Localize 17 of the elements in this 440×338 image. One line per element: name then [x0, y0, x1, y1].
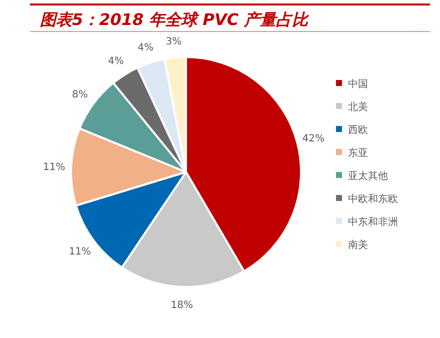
legend-label: 中欧和东欧: [348, 193, 398, 205]
legend-label: 中东和非洲: [348, 216, 398, 228]
data-label: 18%: [170, 300, 194, 311]
legend-label: 亚太其他: [348, 170, 388, 182]
data-label: 42%: [302, 134, 325, 145]
legend-label: 南美: [348, 239, 368, 251]
legend-label: 西欧: [348, 125, 368, 136]
data-label: 4%: [108, 56, 124, 68]
data-label: 8%: [72, 89, 88, 100]
data-label: 4%: [138, 42, 154, 54]
data-label: 3%: [166, 36, 182, 48]
legend-label: 中国: [348, 78, 368, 90]
chart-title: 图表5：2018 年全球 PVC 产量占比: [40, 10, 310, 29]
legend-label: 东亚: [348, 147, 368, 159]
legend-label: 北美: [348, 101, 368, 113]
data-label: 11%: [68, 246, 92, 258]
data-label: 11%: [43, 162, 66, 173]
